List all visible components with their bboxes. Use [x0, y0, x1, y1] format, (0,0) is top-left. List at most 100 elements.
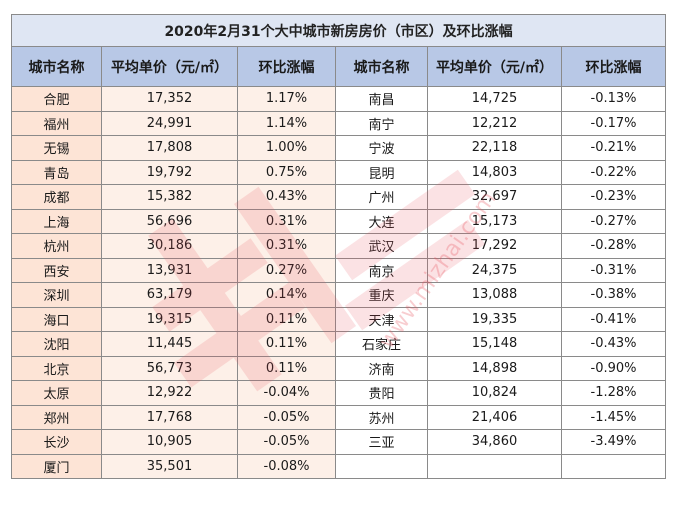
- header-change-b: 环比涨幅: [560, 46, 667, 87]
- table-title: 2020年2月31个大中城市新房房价（市区）及环比涨幅: [10, 14, 667, 47]
- price-b-cell: 24,375: [427, 257, 562, 283]
- change-a-cell: -0.05%: [237, 429, 336, 455]
- city-b-cell: 宁波: [335, 135, 428, 161]
- price-b-cell: 15,173: [427, 208, 562, 234]
- city-a-cell: 沈阳: [11, 331, 102, 357]
- change-b-cell: -3.49%: [560, 429, 667, 455]
- city-b-cell: 苏州: [335, 404, 428, 430]
- change-a-cell: 1.00%: [237, 135, 336, 161]
- change-b-cell: -0.13%: [560, 86, 667, 112]
- table-row: 郑州 17,768 -0.05% 苏州 21,406 -1.45%: [11, 404, 667, 430]
- city-a-cell: 青岛: [11, 159, 102, 185]
- city-b-cell: 石家庄: [335, 331, 428, 357]
- city-a-cell: 太原: [11, 380, 102, 406]
- change-b-cell: -0.43%: [560, 331, 667, 357]
- city-a-cell: 长沙: [11, 429, 102, 455]
- city-a-cell: 杭州: [11, 233, 102, 259]
- change-a-cell: 0.31%: [237, 233, 336, 259]
- change-b-cell: -1.28%: [560, 380, 667, 406]
- city-a-cell: 深圳: [11, 282, 102, 308]
- table-row: 太原 12,922 -0.04% 贵阳 10,824 -1.28%: [11, 380, 667, 406]
- city-a-cell: 西安: [11, 257, 102, 283]
- price-a-cell: 11,445: [101, 331, 238, 357]
- change-a-cell: 0.27%: [237, 257, 336, 283]
- city-b-cell: 南宁: [335, 110, 428, 136]
- city-a-cell: 合肥: [11, 86, 102, 112]
- table-row: 无锡 17,808 1.00% 宁波 22,118 -0.21%: [11, 135, 667, 161]
- city-a-cell: 郑州: [11, 404, 102, 430]
- change-a-cell: 0.14%: [237, 282, 336, 308]
- header-price-a: 平均单价（元/㎡）: [101, 46, 238, 87]
- price-b-cell: 10,824: [427, 380, 562, 406]
- price-b-cell: 19,335: [427, 306, 562, 332]
- table-row: 厦门 35,501 -0.08%: [11, 453, 667, 479]
- price-b-cell: 14,725: [427, 86, 562, 112]
- table-header-row: 城市名称 平均单价（元/㎡） 环比涨幅 城市名称 平均单价（元/㎡） 环比涨幅: [11, 46, 667, 87]
- price-a-cell: 17,352: [101, 86, 238, 112]
- table-row: 合肥 17,352 1.17% 南昌 14,725 -0.13%: [11, 86, 667, 112]
- price-a-cell: 63,179: [101, 282, 238, 308]
- header-change-a: 环比涨幅: [237, 46, 336, 87]
- change-b-cell: -0.22%: [560, 159, 667, 185]
- price-a-cell: 30,186: [101, 233, 238, 259]
- change-a-cell: -0.04%: [237, 380, 336, 406]
- price-b-cell: 14,803: [427, 159, 562, 185]
- city-a-cell: 北京: [11, 355, 102, 381]
- table-row: 长沙 10,905 -0.05% 三亚 34,860 -3.49%: [11, 429, 667, 455]
- city-b-cell: 广州: [335, 184, 428, 210]
- price-b-cell: 32,697: [427, 184, 562, 210]
- city-b-cell: 武汉: [335, 233, 428, 259]
- city-a-cell: 福州: [11, 110, 102, 136]
- change-b-cell: -0.31%: [560, 257, 667, 283]
- change-a-cell: 0.75%: [237, 159, 336, 185]
- table-title-row: 2020年2月31个大中城市新房房价（市区）及环比涨幅: [10, 14, 667, 47]
- price-b-cell: 15,148: [427, 331, 562, 357]
- change-b-cell: -0.23%: [560, 184, 667, 210]
- price-a-cell: 24,991: [101, 110, 238, 136]
- header-price-b: 平均单价（元/㎡）: [427, 46, 562, 87]
- change-b-cell: -0.90%: [560, 355, 667, 381]
- price-b-cell: 14,898: [427, 355, 562, 381]
- price-a-cell: 10,905: [101, 429, 238, 455]
- change-b-cell: -0.28%: [560, 233, 667, 259]
- price-b-cell: 17,292: [427, 233, 562, 259]
- change-b-cell: -0.41%: [560, 306, 667, 332]
- city-a-cell: 海口: [11, 306, 102, 332]
- price-b-cell: 21,406: [427, 404, 562, 430]
- change-a-cell: 0.11%: [237, 306, 336, 332]
- city-b-cell: 重庆: [335, 282, 428, 308]
- price-a-cell: 17,768: [101, 404, 238, 430]
- price-a-cell: 19,315: [101, 306, 238, 332]
- price-a-cell: 19,792: [101, 159, 238, 185]
- table-row: 西安 13,931 0.27% 南京 24,375 -0.31%: [11, 257, 667, 283]
- city-b-cell: 大连: [335, 208, 428, 234]
- change-b-cell: -0.21%: [560, 135, 667, 161]
- city-b-cell: 天津: [335, 306, 428, 332]
- table-row: 沈阳 11,445 0.11% 石家庄 15,148 -0.43%: [11, 331, 667, 357]
- city-b-cell: 贵阳: [335, 380, 428, 406]
- header-city-b: 城市名称: [335, 46, 428, 87]
- table-row: 杭州 30,186 0.31% 武汉 17,292 -0.28%: [11, 233, 667, 259]
- price-table-container: 2020年2月31个大中城市新房房价（市区）及环比涨幅 城市名称 平均单价（元/…: [10, 14, 667, 479]
- header-city-a: 城市名称: [11, 46, 102, 87]
- change-b-cell: -0.38%: [560, 282, 667, 308]
- city-b-cell: 南京: [335, 257, 428, 283]
- price-b-cell: 34,860: [427, 429, 562, 455]
- price-b-cell: 12,212: [427, 110, 562, 136]
- change-b-cell: -0.17%: [560, 110, 667, 136]
- price-a-cell: 17,808: [101, 135, 238, 161]
- table-row: 青岛 19,792 0.75% 昆明 14,803 -0.22%: [11, 159, 667, 185]
- price-a-cell: 35,501: [101, 453, 238, 479]
- change-b-cell: -1.45%: [560, 404, 667, 430]
- city-a-cell: 无锡: [11, 135, 102, 161]
- city-b-cell: 南昌: [335, 86, 428, 112]
- table-row: 深圳 63,179 0.14% 重庆 13,088 -0.38%: [11, 282, 667, 308]
- change-a-cell: 0.11%: [237, 355, 336, 381]
- table-row: 成都 15,382 0.43% 广州 32,697 -0.23%: [11, 184, 667, 210]
- change-a-cell: 1.17%: [237, 86, 336, 112]
- city-a-cell: 上海: [11, 208, 102, 234]
- table-row: 福州 24,991 1.14% 南宁 12,212 -0.17%: [11, 110, 667, 136]
- price-a-cell: 56,773: [101, 355, 238, 381]
- price-a-cell: 13,931: [101, 257, 238, 283]
- city-b-cell: 济南: [335, 355, 428, 381]
